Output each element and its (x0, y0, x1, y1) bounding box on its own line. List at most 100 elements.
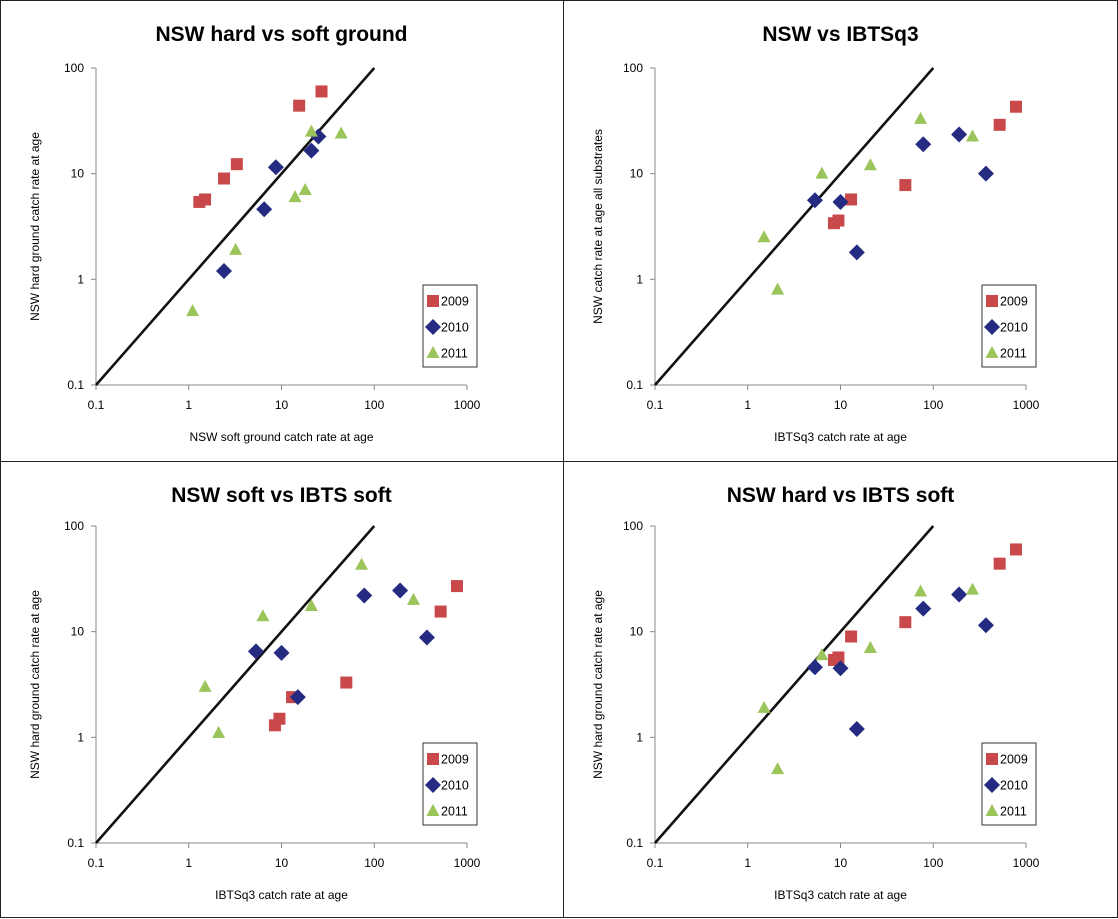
scatter-plot: NSW vs IBTSq3 0.1 1 10 100 1000 0.1 1 10 100 IBTSq… (591, 23, 1040, 444)
data-point-2010 (806, 659, 823, 676)
x-tick-label: 1 (744, 856, 751, 870)
data-point-2009 (899, 616, 912, 629)
data-point-2010 (915, 600, 932, 617)
legend-label-2009: 2009 (441, 753, 469, 767)
legend-label-2010: 2010 (441, 779, 469, 793)
data-point-2010 (977, 165, 994, 182)
x-tick-label: 1 (185, 856, 192, 870)
data-point-2011 (212, 725, 226, 738)
data-point-2010 (418, 629, 435, 646)
data-point-2010 (247, 643, 264, 660)
data-point-2011 (407, 592, 421, 605)
y-tick-label: 1 (77, 730, 84, 744)
x-tick-label: 100 (923, 398, 943, 412)
legend-label-2009: 2009 (441, 295, 469, 309)
data-point-2011 (229, 242, 243, 255)
data-point-2011 (863, 158, 877, 171)
chart-panel-1: NSW hard vs soft ground 0.1 1 10 100 1000 0.1 1… (0, 0, 564, 462)
legend-label-2009: 2009 (1000, 295, 1028, 309)
data-point-2010 (303, 142, 320, 159)
y-tick-label: 100 (623, 61, 643, 75)
x-tick-label: 100 (923, 856, 943, 870)
data-point-2009 (450, 580, 463, 593)
data-point-2011 (198, 679, 212, 692)
data-point-2010 (356, 587, 373, 604)
data-point-2009 (273, 712, 286, 725)
y-tick-label: 100 (623, 519, 643, 533)
y-axis-label: NSW hard ground catch rate at age (591, 590, 605, 779)
data-point-2010 (848, 720, 865, 737)
data-point-2011 (914, 584, 928, 597)
data-point-2010 (951, 586, 968, 603)
data-point-2009 (293, 99, 306, 112)
data-point-2011 (771, 762, 785, 775)
y-tick-label: 100 (64, 519, 84, 533)
data-point-2010 (216, 262, 233, 279)
data-point-2009 (845, 630, 858, 643)
legend-marker-2011 (426, 346, 440, 358)
one-to-one-reference-line (654, 67, 935, 386)
legend-label-2009: 2009 (1000, 753, 1028, 767)
data-point-2010 (977, 617, 994, 634)
data-point-2009 (218, 172, 231, 185)
y-tick-label: 0.1 (67, 836, 84, 850)
chart-panel-4: NSW hard vs IBTS soft 0.1 1 10 100 1000 0.1 1 10… (563, 461, 1118, 918)
data-point-2009 (230, 158, 243, 171)
data-point-2010 (848, 244, 865, 261)
legend-marker-2010 (984, 777, 1000, 793)
data-point-2010 (273, 644, 290, 661)
data-point-2011 (334, 126, 348, 139)
y-tick-label: 1 (636, 272, 643, 286)
x-tick-label: 10 (834, 856, 848, 870)
data-point-2009 (899, 179, 912, 192)
legend-marker-2010 (984, 319, 1000, 335)
data-point-2009 (832, 651, 845, 664)
legend-marker-2010 (425, 777, 441, 793)
data-point-2011 (757, 230, 771, 243)
x-tick-label: 10 (275, 398, 289, 412)
x-axis-label: IBTSq3 catch rate at age (774, 430, 907, 444)
x-axis-label: IBTSq3 catch rate at age (215, 888, 348, 902)
chart-title: NSW hard vs IBTS soft (727, 484, 955, 507)
x-tick-label: 0.1 (88, 856, 105, 870)
x-tick-label: 1000 (1013, 856, 1040, 870)
chart-title: NSW hard vs soft ground (156, 23, 408, 46)
legend-label-2010: 2010 (1000, 779, 1028, 793)
legend-marker-2011 (985, 346, 999, 358)
data-point-2009 (993, 118, 1006, 131)
y-tick-label: 1 (77, 272, 84, 286)
legend: 2009 2010 2011 (981, 742, 1037, 826)
data-point-2009 (199, 193, 212, 206)
one-to-one-reference-line (654, 525, 935, 844)
data-point-2010 (267, 159, 284, 176)
x-tick-label: 1 (744, 398, 751, 412)
x-tick-label: 10 (275, 856, 289, 870)
scatter-plot: NSW soft vs IBTS soft 0.1 1 10 100 1000 0.1 1 10… (28, 484, 481, 902)
x-tick-label: 100 (364, 856, 384, 870)
data-point-2011 (771, 282, 785, 295)
data-point-2009 (993, 557, 1006, 570)
data-point-2011 (914, 111, 928, 124)
x-axis-label: IBTSq3 catch rate at age (774, 888, 907, 902)
scatter-plot: NSW hard vs soft ground 0.1 1 10 100 1000 0.1 1… (28, 23, 481, 444)
data-point-2010 (806, 192, 823, 209)
data-point-2011 (186, 304, 200, 317)
data-point-2009 (434, 605, 447, 618)
y-axis-label: NSW hard ground catch rate at age (28, 132, 42, 321)
data-point-2009 (1009, 543, 1022, 556)
y-tick-label: 10 (71, 625, 85, 639)
legend-label-2010: 2010 (441, 321, 469, 335)
data-point-2011 (757, 700, 771, 713)
data-point-2011 (298, 183, 312, 196)
legend-label-2011: 2011 (441, 805, 468, 819)
data-point-2011 (815, 166, 829, 179)
chart-title: NSW vs IBTSq3 (762, 23, 918, 46)
y-axis-label: NSW catch rate at age all substrates (591, 129, 605, 324)
x-tick-label: 1000 (1013, 398, 1040, 412)
data-point-2011 (863, 641, 877, 654)
y-tick-label: 0.1 (67, 378, 84, 392)
chart-title: NSW soft vs IBTS soft (171, 484, 392, 507)
x-tick-label: 10 (834, 398, 848, 412)
data-point-2011 (966, 129, 980, 142)
